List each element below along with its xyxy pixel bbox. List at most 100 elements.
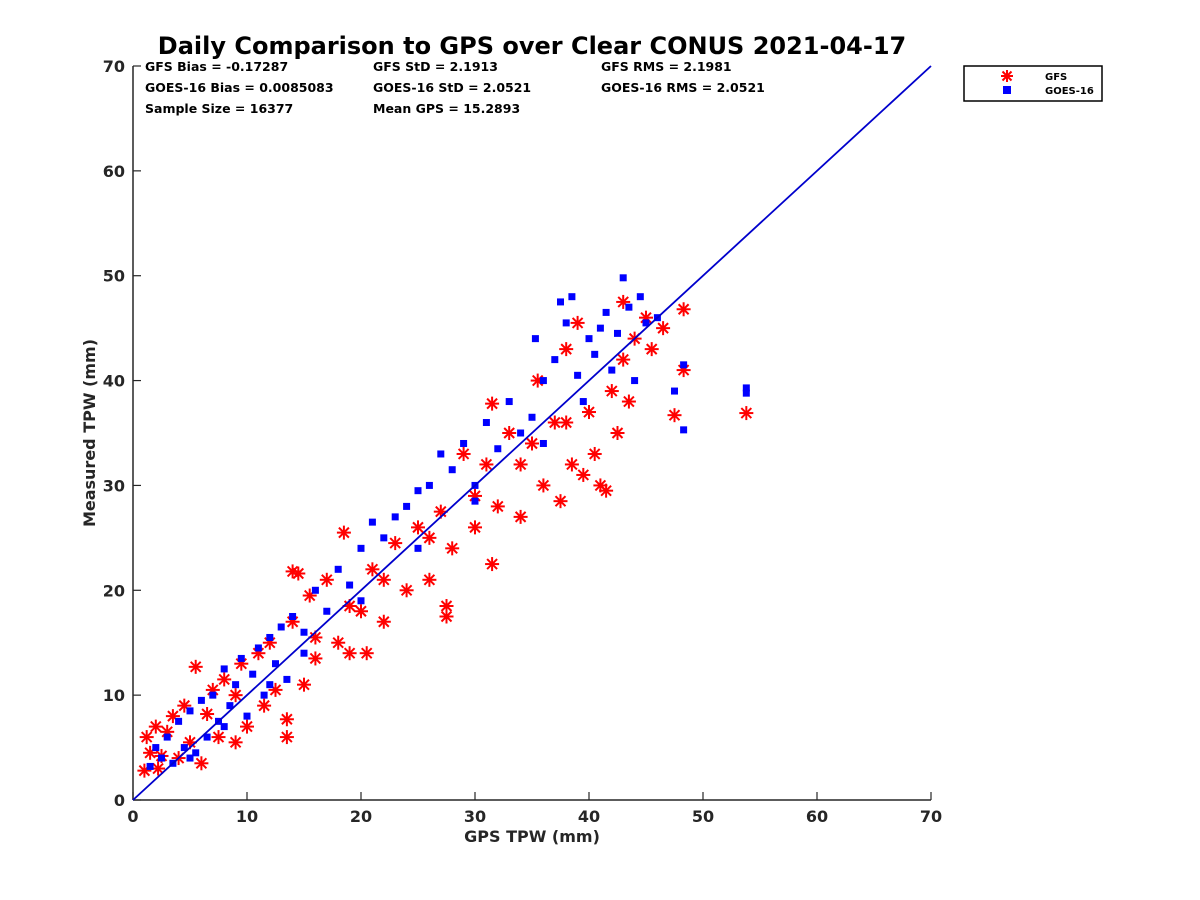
gfs-point: [359, 646, 374, 661]
axis-ticks: 0 10 20 30 40 50 60 70 0 10 20 30 40 50 60 70: [103, 57, 942, 826]
goes-16-point: [579, 398, 587, 406]
gfs-point: [610, 426, 625, 440]
chart-title: Daily Comparison to GPS over Clear CONUS…: [158, 32, 906, 60]
y-tick-label: 40: [103, 372, 125, 391]
goes-16-point: [391, 513, 399, 521]
gfs-point: [547, 415, 562, 430]
gfs-point: [582, 405, 596, 420]
goes-16-point: [237, 654, 245, 662]
legend-goes-label: GOES-16: [1045, 86, 1094, 97]
gfs-point: [319, 572, 334, 587]
gfs-point: [291, 566, 306, 581]
legend: GFS GOES-16: [963, 65, 1103, 102]
gfs-point: [268, 682, 283, 697]
goes-16-point: [471, 497, 479, 505]
goes-16-point: [517, 429, 525, 437]
stats-block: GFS Bias = -0.17287 GFS StD = 2.1913 GFS…: [145, 59, 765, 116]
gfs-point: [354, 604, 368, 619]
gfs-point: [479, 457, 494, 472]
gfs-point: [388, 536, 403, 551]
goes-16-point: [289, 613, 297, 620]
goes-16-point: [163, 733, 171, 741]
goes-16-point: [642, 319, 650, 327]
goes-16-point: [636, 293, 644, 301]
goes-16-point: [260, 691, 268, 699]
one-to-one-line: [132, 65, 932, 801]
x-tick-label: 60: [806, 807, 828, 826]
goes-16-point: [539, 377, 547, 385]
gfs-point: [228, 688, 243, 703]
gfs-point: [553, 494, 568, 509]
goes-16-point: [277, 623, 285, 631]
gfs-point: [559, 415, 574, 430]
x-axis-label: GPS TPW (mm): [464, 827, 600, 846]
gfs-point: [739, 406, 754, 421]
goes-16-point: [494, 445, 502, 453]
gfs-point: [200, 707, 215, 722]
goes-16-point: [158, 754, 165, 762]
goes-16-point: [403, 502, 411, 510]
gfs-point: [644, 342, 659, 357]
goes-16-point: [232, 681, 240, 689]
gfs-point: [279, 730, 294, 745]
y-tick-label: 20: [103, 581, 125, 600]
legend-gfs-marker: [1001, 70, 1013, 82]
gfs-point: [228, 735, 243, 750]
gfs-point: [217, 672, 232, 687]
goes-16-point: [680, 426, 688, 434]
gfs-point: [336, 525, 351, 540]
stat-gfs-std: GFS StD = 2.1913: [373, 59, 498, 74]
gfs-point: [621, 394, 636, 409]
goes-16-point: [300, 649, 308, 657]
y-tick-label: 60: [103, 162, 125, 181]
goes-16-point: [380, 534, 388, 542]
goes-16-point: [562, 319, 570, 327]
goes-16-point: [742, 389, 750, 397]
gfs-point: [342, 646, 357, 661]
goes-16-point: [368, 518, 376, 526]
gfs-point: [211, 730, 226, 745]
stat-goes-std: GOES-16 StD = 2.0521: [373, 80, 531, 95]
y-tick-label: 10: [103, 686, 125, 705]
y-axis-label: Measured TPW (mm): [80, 339, 99, 527]
gfs-point: [422, 572, 437, 587]
gfs-point: [376, 572, 391, 587]
gfs-point: [490, 499, 505, 514]
legend-goes-marker: [1003, 86, 1011, 94]
goes-16-point: [505, 398, 513, 406]
goes-16-point: [254, 644, 262, 652]
goes-16-point: [574, 371, 582, 379]
stat-sample-size: Sample Size = 16377: [145, 101, 293, 116]
goes-16-point: [186, 754, 194, 762]
gfs-point: [576, 467, 591, 482]
gfs-point: [148, 719, 163, 734]
goes-16-point: [175, 717, 183, 725]
x-tick-label: 30: [464, 807, 486, 826]
goes-16-point: [243, 712, 251, 720]
goes-16-point: [680, 361, 688, 369]
stat-goes-bias: GOES-16 Bias = 0.0085083: [145, 80, 334, 95]
gfs-point: [502, 426, 517, 440]
gfs-point: [513, 509, 528, 524]
goes-16-point: [272, 660, 279, 668]
gfs-point: [525, 436, 539, 451]
gfs-point: [188, 659, 203, 674]
goes-16-point: [671, 387, 678, 395]
goes-16-point: [186, 707, 194, 715]
goes-16-point: [460, 439, 468, 447]
gfs-point: [536, 478, 551, 493]
gfs-point: [365, 562, 380, 577]
gfs-point: [599, 483, 614, 498]
goes-16-point: [357, 597, 365, 605]
goes-16-point: [197, 696, 205, 704]
gfs-point: [485, 396, 500, 411]
y-tick-label: 50: [103, 267, 125, 286]
y-tick-label: 70: [103, 57, 125, 76]
gfs-point: [570, 315, 585, 330]
goes-16-point: [357, 544, 365, 552]
gfs-point: [676, 302, 691, 317]
legend-box: [963, 65, 1103, 102]
goes-16-point: [300, 628, 308, 636]
goes-16-point: [614, 329, 621, 337]
goes-16-point: [631, 377, 639, 385]
